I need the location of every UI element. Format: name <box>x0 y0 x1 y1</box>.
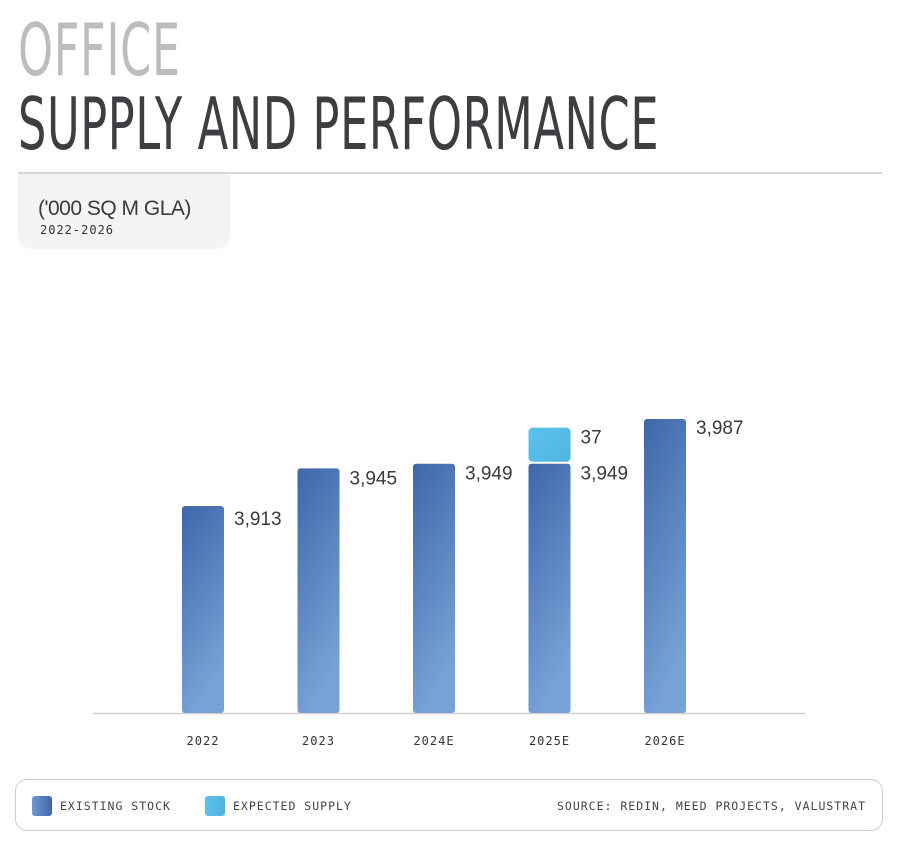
legend: EXISTING STOCK EXPECTED SUPPLY SOURCE: R… <box>15 779 883 831</box>
data-label-expected-2025E: 37 <box>581 428 602 449</box>
divider <box>18 172 882 174</box>
legend-label-existing-stock: EXISTING STOCK <box>60 799 171 813</box>
legend-swatch-existing-stock <box>32 796 52 816</box>
bar-existing-stock-2022 <box>182 506 224 713</box>
x-tick-label-2026E: 2026E <box>644 734 685 748</box>
source-note: SOURCE: REDIN, MEED PROJECTS, VALUSTRAT <box>556 799 866 813</box>
bar-existing-stock-2026E <box>644 419 686 713</box>
unit-label: ('000 SQ M GLA) <box>38 197 191 220</box>
subtitle-box: ('000 SQ M GLA) 2022-2026 <box>18 174 230 249</box>
x-tick-label-2023: 2023 <box>302 734 335 748</box>
bar-existing-stock-2024E <box>413 463 455 713</box>
data-label-existing-2023: 3,945 <box>350 468 398 489</box>
bar-existing-stock-2023 <box>297 468 340 713</box>
data-label-existing-2024E: 3,949 <box>465 464 513 485</box>
title-supply-performance: SUPPLY AND PERFORMANCE <box>18 82 660 166</box>
x-tick-label-2024E: 2024E <box>413 734 454 748</box>
period-label: 2022-2026 <box>40 223 115 237</box>
x-tick-label-2025E: 2025E <box>529 734 570 748</box>
data-label-existing-2026E: 3,987 <box>696 418 744 439</box>
data-label-existing-2022: 3,913 <box>234 509 282 530</box>
bar-expected-supply-2025E <box>528 427 571 462</box>
legend-swatch-expected-supply <box>205 796 225 816</box>
legend-label-expected-supply: EXPECTED SUPPLY <box>233 799 352 813</box>
data-label-existing-2025E: 3,949 <box>581 464 629 485</box>
bar-existing-stock-2025E <box>528 463 571 713</box>
x-tick-label-2022: 2022 <box>187 734 220 748</box>
title-office: OFFICE <box>18 8 181 92</box>
